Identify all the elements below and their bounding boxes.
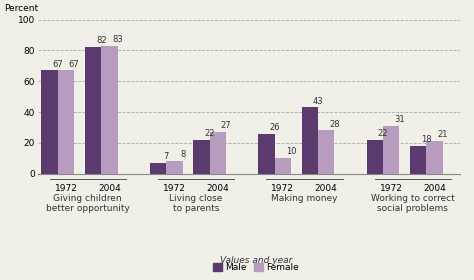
Legend: Male, Female: Male, Female: [209, 259, 303, 276]
Text: Values and year: Values and year: [220, 256, 292, 265]
Text: Working to correct
social problems: Working to correct social problems: [371, 194, 455, 213]
Bar: [301, 107, 318, 174]
Text: Making money: Making money: [271, 194, 338, 203]
Bar: [410, 146, 427, 174]
Bar: [318, 130, 334, 174]
Text: 18: 18: [421, 135, 432, 144]
Bar: [150, 163, 166, 174]
Bar: [58, 70, 74, 174]
Text: 7: 7: [164, 152, 169, 161]
Text: 22: 22: [378, 129, 388, 138]
Bar: [85, 47, 101, 174]
Text: 28: 28: [329, 120, 340, 129]
Text: 1972: 1972: [163, 184, 186, 193]
Text: 67: 67: [69, 60, 80, 69]
Text: 2004: 2004: [423, 184, 446, 193]
Text: 22: 22: [204, 129, 215, 138]
Text: 1972: 1972: [272, 184, 294, 193]
Text: Living close
to parents: Living close to parents: [169, 194, 223, 213]
Text: 2004: 2004: [98, 184, 121, 193]
Text: 82: 82: [96, 36, 107, 45]
Text: 83: 83: [112, 35, 123, 44]
Text: 43: 43: [313, 97, 323, 106]
Text: 1972: 1972: [380, 184, 403, 193]
Text: 31: 31: [394, 115, 405, 124]
Bar: [383, 126, 400, 174]
Text: 2004: 2004: [206, 184, 229, 193]
Bar: [193, 140, 210, 174]
Bar: [101, 46, 118, 174]
Text: 2004: 2004: [315, 184, 337, 193]
Bar: [427, 141, 443, 174]
Text: 26: 26: [269, 123, 280, 132]
Text: 21: 21: [438, 130, 448, 139]
Text: 67: 67: [53, 60, 63, 69]
Text: Percent: Percent: [4, 4, 38, 13]
Bar: [258, 134, 274, 174]
Bar: [366, 140, 383, 174]
Text: Giving children
better opportunity: Giving children better opportunity: [46, 194, 130, 213]
Bar: [274, 158, 291, 174]
Text: 10: 10: [286, 147, 296, 156]
Text: 1972: 1972: [55, 184, 77, 193]
Text: 27: 27: [221, 121, 231, 130]
Bar: [41, 70, 58, 174]
Bar: [166, 161, 182, 174]
Text: 8: 8: [180, 150, 185, 159]
Bar: [210, 132, 226, 174]
